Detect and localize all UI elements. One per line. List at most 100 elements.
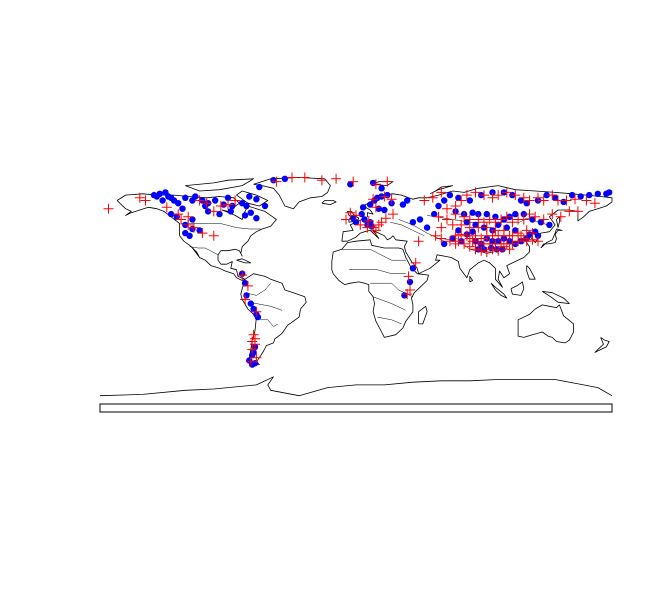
red-cross-marker bbox=[473, 222, 484, 233]
landmass-africa bbox=[331, 239, 429, 338]
blue-dot-marker bbox=[489, 189, 496, 196]
red-cross-marker bbox=[470, 244, 481, 255]
landmass-iceland bbox=[321, 200, 337, 206]
red-cross-marker bbox=[351, 210, 361, 221]
red-cross-marker bbox=[188, 222, 199, 233]
blue-dot-marker bbox=[466, 197, 473, 204]
blue-dot-marker bbox=[409, 219, 417, 226]
country-border bbox=[390, 221, 425, 237]
landmass-arctic-islands bbox=[185, 178, 255, 192]
blue-dot-marker bbox=[529, 216, 536, 223]
blue-dot-marker bbox=[368, 223, 375, 230]
red-cross-marker bbox=[524, 195, 535, 206]
red-cross-marker bbox=[484, 214, 495, 225]
blue-dot-marker bbox=[423, 224, 431, 231]
red-cross-marker bbox=[427, 192, 438, 203]
blue-dot-marker bbox=[455, 194, 462, 201]
red-cross-marker bbox=[370, 202, 381, 213]
blue-dot-marker bbox=[270, 177, 277, 184]
red-cross-marker bbox=[555, 211, 566, 222]
landmass-baffin bbox=[236, 190, 269, 207]
red-cross-marker bbox=[444, 236, 455, 247]
red-cross-marker bbox=[402, 289, 413, 300]
red-cross-marker bbox=[553, 195, 563, 206]
landmass-australia bbox=[517, 304, 574, 344]
blue-dot-marker bbox=[254, 313, 262, 321]
red-cross-marker bbox=[436, 233, 447, 244]
red-cross-marker bbox=[355, 219, 366, 230]
blue-dot-marker bbox=[367, 201, 374, 208]
red-cross-marker bbox=[442, 203, 452, 214]
red-cross-marker bbox=[461, 190, 472, 201]
red-cross-marker bbox=[183, 219, 194, 230]
country-border bbox=[377, 316, 402, 325]
red-cross-marker bbox=[251, 306, 262, 317]
red-cross-marker bbox=[464, 222, 475, 233]
blue-dot-marker bbox=[182, 194, 189, 201]
red-cross-marker bbox=[345, 207, 356, 218]
red-cross-marker bbox=[410, 257, 421, 268]
blue-dot-marker bbox=[361, 216, 368, 223]
red-cross-marker bbox=[176, 214, 187, 225]
red-cross-marker bbox=[510, 190, 521, 201]
blue-dot-marker bbox=[375, 205, 382, 212]
landmass-cuba bbox=[236, 258, 252, 264]
markers-layer bbox=[103, 172, 613, 368]
blue-dot-marker bbox=[212, 197, 219, 204]
blue-dot-marker bbox=[350, 215, 357, 222]
blue-dot-marker bbox=[162, 189, 169, 196]
country-border bbox=[181, 223, 261, 230]
red-cross-marker bbox=[362, 222, 373, 233]
red-cross-marker bbox=[201, 198, 212, 209]
blue-dot-marker bbox=[224, 194, 232, 201]
red-cross-marker bbox=[403, 271, 414, 282]
red-cross-marker bbox=[447, 219, 458, 230]
blue-dot-marker bbox=[512, 210, 519, 218]
blue-dot-marker bbox=[506, 238, 513, 245]
blue-dot-marker bbox=[569, 191, 576, 199]
red-cross-marker bbox=[538, 195, 549, 206]
blue-dot-marker bbox=[517, 197, 525, 204]
red-cross-marker bbox=[530, 211, 541, 222]
blue-dot-marker bbox=[534, 232, 542, 239]
landmass-south-america bbox=[240, 273, 307, 366]
blue-dot-marker bbox=[475, 210, 482, 218]
red-cross-marker bbox=[533, 192, 543, 203]
red-cross-marker bbox=[501, 187, 512, 198]
blue-dot-marker bbox=[512, 227, 519, 234]
blue-dot-marker bbox=[537, 219, 545, 226]
map-frame bbox=[99, 403, 613, 413]
blue-dot-marker bbox=[431, 210, 438, 218]
red-cross-marker bbox=[498, 241, 509, 252]
blue-dot-marker bbox=[243, 292, 250, 299]
red-cross-marker bbox=[419, 195, 430, 206]
blue-dot-marker bbox=[204, 208, 212, 215]
red-cross-marker bbox=[524, 209, 535, 220]
blue-dot-marker bbox=[189, 216, 196, 223]
red-cross-marker bbox=[507, 217, 518, 228]
red-cross-marker bbox=[363, 215, 374, 226]
red-cross-marker bbox=[316, 175, 327, 186]
red-cross-marker bbox=[481, 247, 492, 257]
red-cross-marker bbox=[459, 238, 470, 249]
blue-dot-marker bbox=[159, 197, 166, 204]
blue-dot-marker bbox=[175, 200, 182, 207]
red-cross-marker bbox=[382, 176, 393, 187]
red-cross-marker bbox=[376, 217, 387, 228]
landmass-japan bbox=[540, 228, 563, 249]
blue-dot-marker bbox=[409, 265, 417, 272]
blue-dot-marker bbox=[347, 181, 354, 188]
blue-dot-marker bbox=[359, 204, 367, 211]
blue-dot-marker bbox=[543, 191, 550, 199]
country-border bbox=[245, 283, 271, 296]
red-cross-marker bbox=[436, 222, 447, 233]
landmass-new-zealand bbox=[594, 337, 610, 353]
blue-dot-marker bbox=[381, 206, 388, 214]
red-cross-marker bbox=[504, 244, 515, 255]
blue-dot-marker bbox=[492, 213, 499, 220]
blue-dot-marker bbox=[435, 202, 442, 210]
red-cross-marker bbox=[370, 225, 381, 236]
red-cross-marker bbox=[516, 230, 526, 241]
red-cross-marker bbox=[299, 172, 310, 183]
red-cross-marker bbox=[496, 214, 507, 225]
